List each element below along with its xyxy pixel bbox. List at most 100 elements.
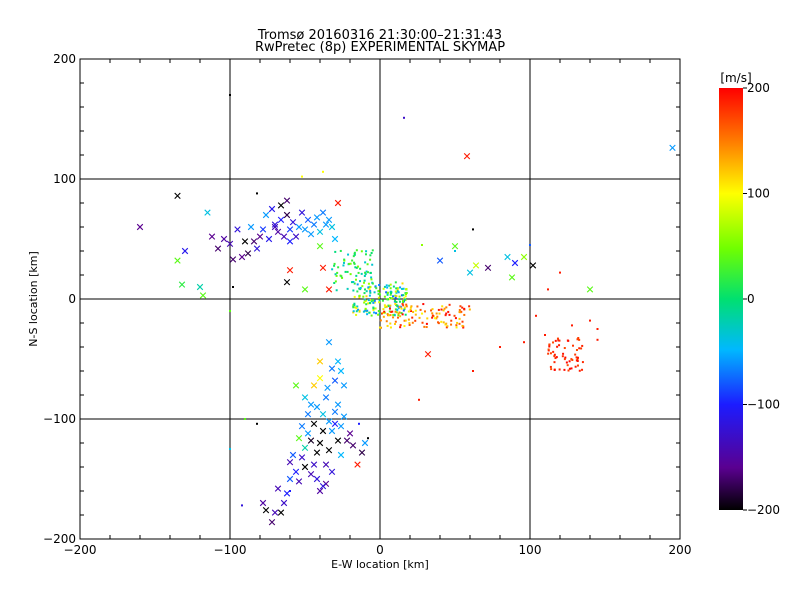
cluster-dot-far-east xyxy=(581,344,584,347)
cluster-dot-east xyxy=(394,310,397,313)
cluster-dot-far-east xyxy=(568,360,571,363)
cluster-dot-east xyxy=(442,321,445,324)
cluster-dot-east xyxy=(421,312,424,315)
cluster-dot-center xyxy=(388,298,391,301)
cluster-dot-north xyxy=(357,265,360,268)
scatter-point-x xyxy=(283,211,291,219)
cluster-dot-east xyxy=(440,320,443,323)
cluster-dot-north xyxy=(369,271,372,274)
cluster-dot-center xyxy=(369,289,372,292)
cluster-dot-east xyxy=(445,322,448,325)
cluster-dot-center xyxy=(386,298,389,301)
cluster-dot-center xyxy=(395,287,398,290)
scatter-point-dot xyxy=(244,418,246,420)
scatter-point-x xyxy=(310,461,318,468)
cluster-dot-center xyxy=(374,307,377,310)
cluster-dot-east xyxy=(458,317,461,320)
cluster-dot-center xyxy=(401,300,404,303)
cluster-dot-center xyxy=(403,298,406,301)
cluster-dot-far-east xyxy=(581,361,584,364)
scatter-point-x xyxy=(340,413,348,420)
cluster-dot-far-east xyxy=(548,345,551,348)
cluster-dot-far-east xyxy=(578,369,581,372)
grid-lines xyxy=(80,59,680,539)
scatter-point-x xyxy=(301,286,309,293)
scatter-point-x xyxy=(277,216,285,223)
colorbar xyxy=(719,88,743,510)
scatter-point-x xyxy=(325,418,333,425)
scatter-point-dot xyxy=(472,370,474,372)
cluster-dot-center xyxy=(395,301,398,304)
scatter-point-x xyxy=(259,226,267,233)
cluster-dot-far-east xyxy=(553,368,556,371)
cluster-dot-east xyxy=(414,309,417,312)
cluster-dot-far-east xyxy=(554,357,557,360)
scatter-point-x xyxy=(214,245,222,252)
scatter-point-x xyxy=(277,202,285,209)
scatter-point-x xyxy=(204,209,211,216)
scatter-point-x xyxy=(529,262,537,269)
scatter-point-dot xyxy=(229,94,231,96)
cluster-dot-east xyxy=(386,313,389,316)
cluster-dot-east xyxy=(398,311,401,314)
cluster-dot-center xyxy=(397,314,400,317)
cluster-dot-east xyxy=(414,319,417,322)
scatter-point-dot xyxy=(241,504,243,507)
scatter-point-dot xyxy=(523,341,525,344)
cluster-dot-east xyxy=(431,308,434,311)
scatter-point-x xyxy=(319,264,327,271)
scatter-point-x xyxy=(274,485,282,492)
scatter-point-x xyxy=(286,267,294,274)
cluster-dot-center xyxy=(403,297,406,300)
cluster-dot-far-east xyxy=(565,361,568,364)
scatter-point-x xyxy=(301,394,309,401)
scatter-point-dot xyxy=(418,398,420,401)
cluster-dot-center xyxy=(405,291,408,294)
cluster-dot-center xyxy=(369,291,372,294)
cluster-dot-center xyxy=(363,292,366,295)
cluster-dot-far-east xyxy=(558,344,561,347)
cluster-dot-east xyxy=(408,322,411,325)
cluster-dot-center xyxy=(396,289,399,292)
scatter-point-x xyxy=(292,382,300,389)
cluster-dot-north xyxy=(354,278,357,281)
scatter-point-x xyxy=(504,253,511,261)
scatter-point-x xyxy=(301,226,309,233)
cluster-dot-far-east xyxy=(564,356,567,359)
scatter-point-dot xyxy=(535,314,537,317)
scatter-point-x xyxy=(343,437,351,444)
cluster-dot-center xyxy=(356,305,359,308)
cluster-dot-east xyxy=(403,325,406,328)
scatter-point-x xyxy=(136,223,144,231)
cluster-dot-center xyxy=(365,290,368,293)
cluster-dot-east xyxy=(461,306,464,309)
cluster-dot-center xyxy=(369,285,372,288)
scatter-point-dot xyxy=(596,328,599,330)
cluster-dot-center xyxy=(382,311,385,314)
cluster-dot-center xyxy=(394,290,397,293)
cluster-dot-center xyxy=(399,300,402,303)
cluster-dot-far-east xyxy=(570,367,573,370)
data-points xyxy=(136,94,676,526)
cluster-dot-center xyxy=(362,310,365,313)
cluster-dot-east xyxy=(434,317,437,320)
cluster-dot-center xyxy=(400,294,403,297)
cluster-dot-far-east xyxy=(553,361,556,364)
cluster-dot-east xyxy=(437,308,440,311)
cluster-dot-east xyxy=(411,321,414,324)
cluster-dot-north xyxy=(369,258,372,261)
cluster-dot-north xyxy=(333,281,336,284)
cluster-dot-east xyxy=(392,316,395,319)
cluster-dot-east xyxy=(448,313,451,316)
scatter-point-x xyxy=(358,449,366,456)
cluster-dot-east xyxy=(461,324,464,327)
scatter-point-x xyxy=(328,365,336,372)
scatter-point-x xyxy=(178,281,186,288)
scatter-point-x xyxy=(292,468,300,475)
cluster-dot-east xyxy=(436,315,439,318)
cluster-dot-east xyxy=(443,307,446,310)
cluster-dot-north xyxy=(354,266,357,269)
cluster-dot-north xyxy=(355,249,358,252)
cluster-dot-center xyxy=(377,313,380,316)
scatter-point-x xyxy=(313,403,321,411)
